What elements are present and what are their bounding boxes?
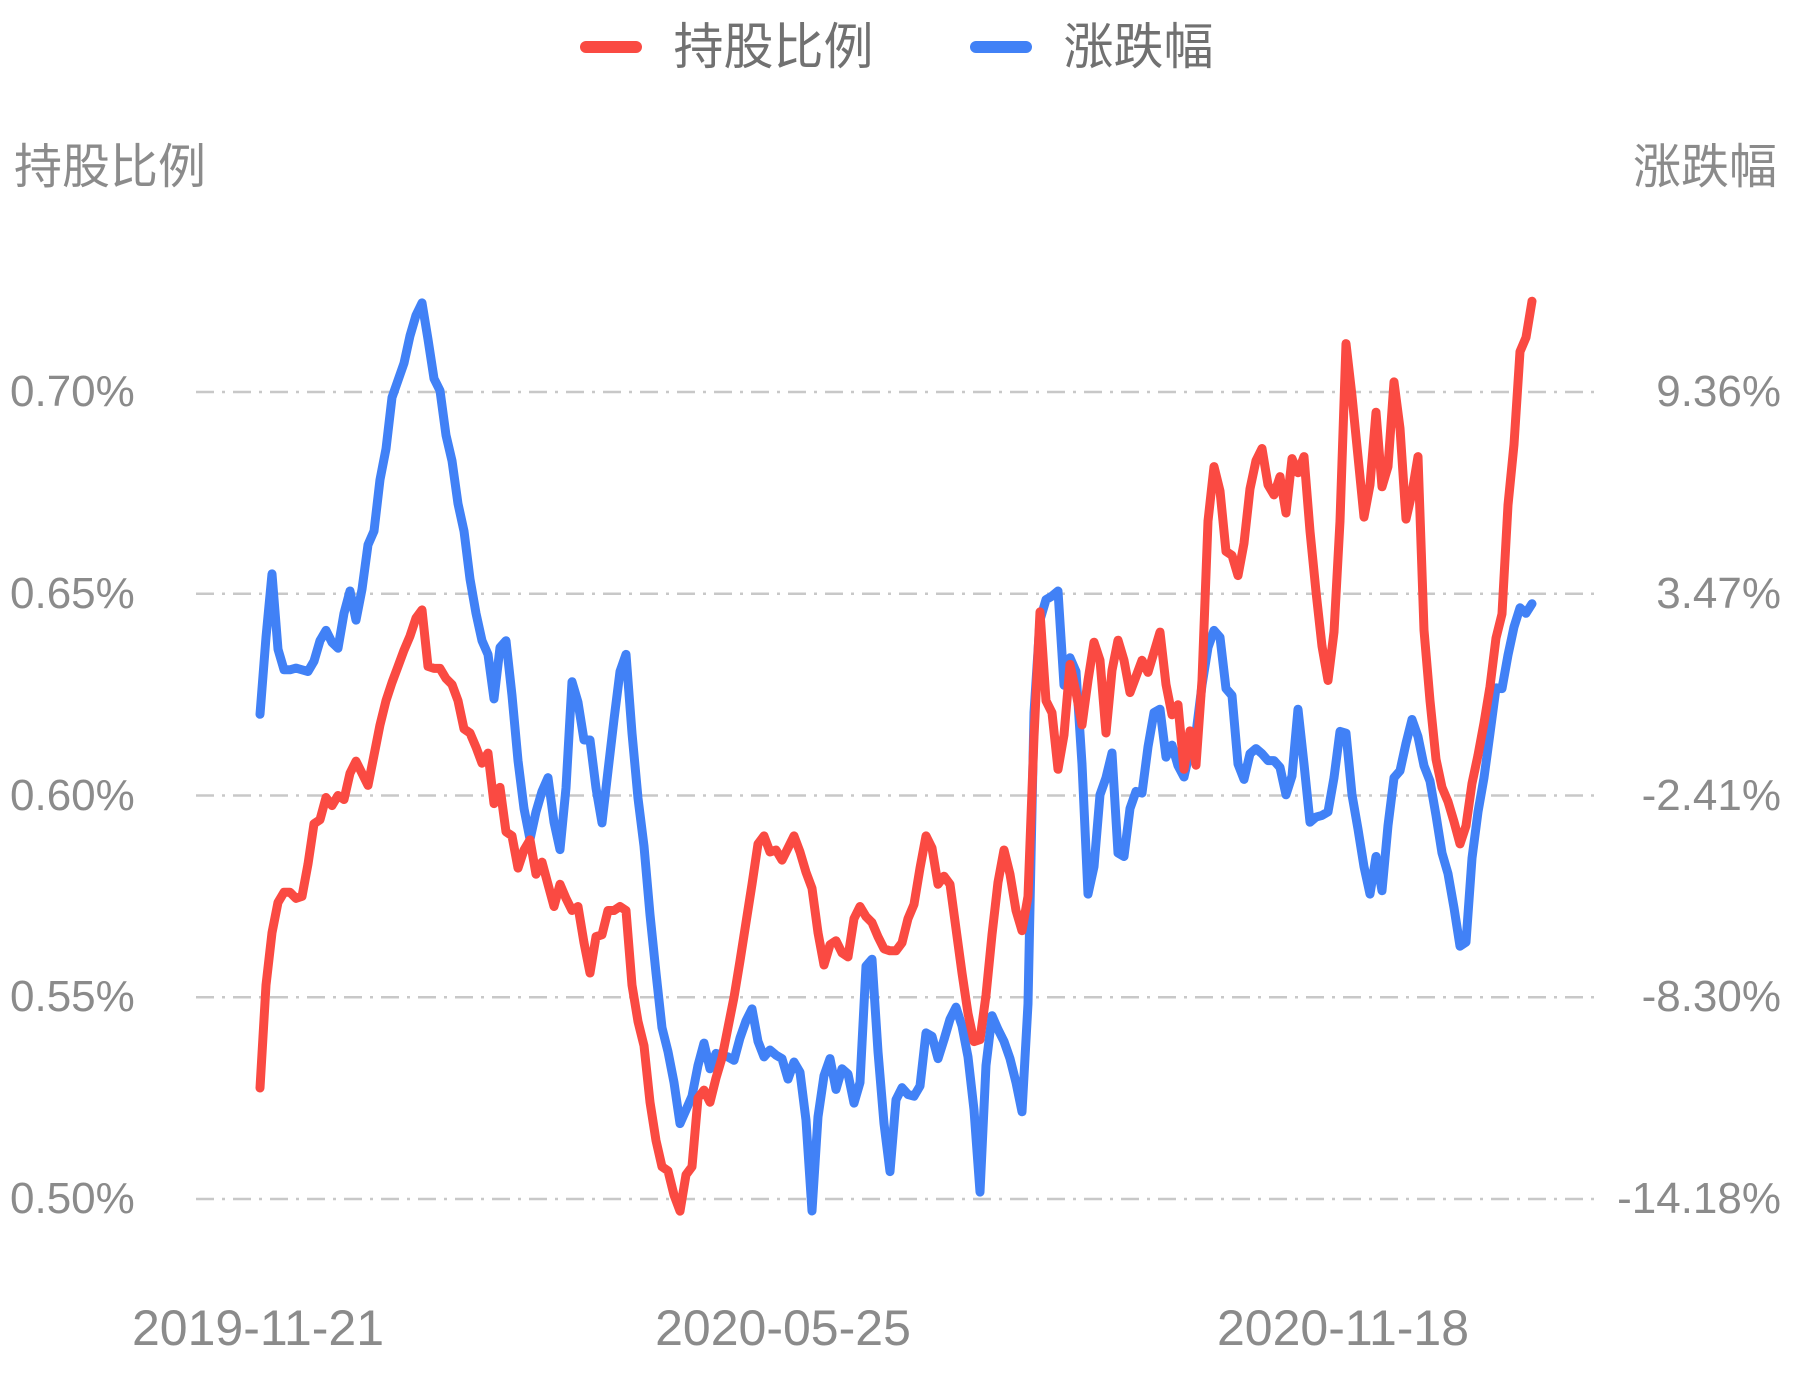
x-axis-tick-label: 2020-05-25: [655, 1300, 911, 1356]
left-axis-title: 持股比例: [14, 141, 207, 194]
left-axis-tick-label: 0.55%: [10, 972, 135, 1022]
legend-label-holding-ratio: 持股比例: [673, 19, 874, 75]
x-axis-tick-label: 2020-11-18: [1216, 1300, 1470, 1356]
legend-item-holding-ratio[interactable]: 持股比例: [579, 19, 874, 75]
right-axis-tick-label: -14.18%: [1617, 1174, 1781, 1223]
left-axis-tick-label: 0.50%: [10, 1174, 135, 1223]
legend-item-change-percent[interactable]: 涨跌幅: [969, 19, 1214, 75]
left-axis-tick-label: 0.60%: [10, 770, 135, 820]
change-percent-line-swatch: [969, 41, 1032, 53]
left-axis-tick-label: 0.65%: [10, 568, 135, 618]
holding-ratio-line: [255, 296, 1537, 1216]
holding-ratio-line-swatch: [579, 41, 642, 53]
x-axis-tick-label: 2019-11-21: [131, 1300, 385, 1356]
left-axis-tick-label: 0.70%: [10, 367, 135, 416]
change-percent-line: [255, 298, 1537, 1216]
right-axis-title: 涨跌幅: [1632, 141, 1777, 194]
right-axis-tick-label: 3.47%: [1656, 568, 1781, 618]
right-axis-tick-label: -8.30%: [1641, 972, 1781, 1022]
right-axis-tick-label: -2.41%: [1641, 770, 1781, 820]
right-axis-tick-label: 9.36%: [1656, 367, 1781, 416]
legend-label-change-percent: 涨跌幅: [1063, 19, 1214, 75]
legend: 持股比例 涨跌幅: [0, 22, 1793, 72]
